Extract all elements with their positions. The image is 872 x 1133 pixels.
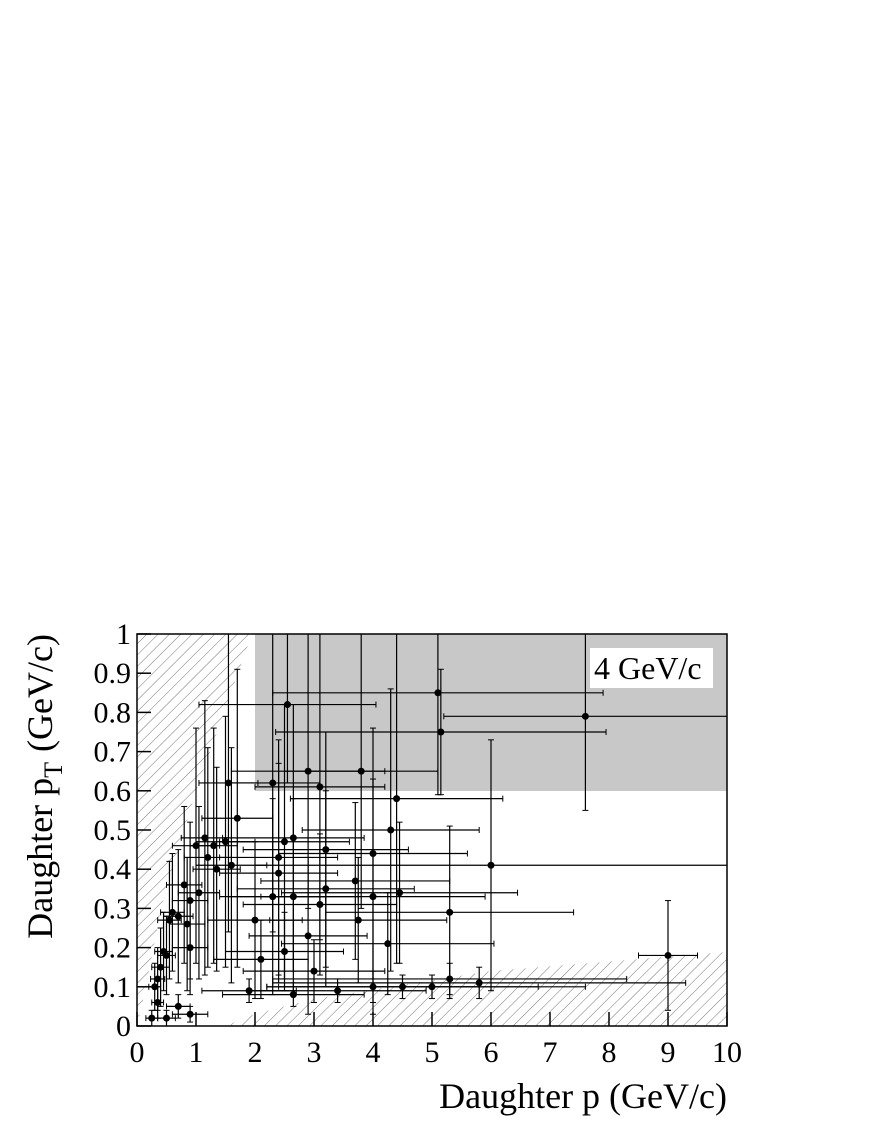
data-point [227,861,235,869]
data-point [157,963,165,971]
data-point [180,881,188,889]
data-point [310,967,318,975]
y-tick-label: 0.6 [94,775,132,808]
data-point [334,987,342,995]
annotation-box [590,648,713,688]
y-tick-label: 0.9 [94,657,132,690]
y-axis-title-main: Daughter p [20,778,60,939]
data-point [446,908,454,916]
x-tick-label: 7 [543,1036,558,1069]
data-point [257,955,265,963]
y-tick-label: 0.8 [94,696,132,729]
data-point [387,826,395,834]
data-point [289,893,297,901]
data-point [195,889,203,897]
data-point [664,951,672,959]
data-point [186,944,194,952]
data-point [168,908,176,916]
data-point [396,889,404,897]
data-point [222,838,229,846]
data-point [446,975,454,983]
data-point [354,916,362,924]
x-tick-label: 3 [307,1036,322,1069]
data-point [475,979,483,987]
data-point [204,853,212,861]
data-point [174,912,182,920]
excluded-region-left [137,634,252,1026]
data-point [148,1014,156,1022]
data-point [384,940,392,948]
x-tick-label: 8 [602,1036,617,1069]
data-point [434,689,442,697]
data-point [154,998,162,1006]
data-point [174,1002,182,1010]
y-tick-label: 0.3 [94,892,132,925]
y-axis-title-subscript: T [39,762,68,778]
data-point [437,728,445,736]
data-point [316,783,324,791]
x-tick-label: 5 [425,1036,440,1069]
data-point [165,916,173,924]
data-layer [145,634,727,1026]
data-point [163,1014,170,1022]
data-point [251,916,259,924]
y-axis-title: Daughter pT (GeV/c) [20,634,68,939]
x-tick-label: 1 [189,1036,204,1069]
excluded-region-bottom [225,952,727,1026]
data-point [281,948,288,956]
data-point [428,983,436,991]
data-point [183,920,191,928]
data-point [281,838,288,846]
data-point [393,795,401,803]
data-point [233,814,241,822]
data-point [581,712,589,720]
data-point [269,779,277,787]
data-point [322,846,330,854]
x-tick-label: 10 [712,1036,742,1069]
x-tick-label: 2 [248,1036,263,1069]
data-point [487,861,495,869]
y-tick-label: 0.2 [94,932,132,965]
y-tick-label: 1 [116,618,131,651]
y-axis-title-unit: (GeV/c) [20,634,60,752]
y-tick-label: 0.1 [94,971,132,1004]
y-tick-label: 0.7 [94,736,132,769]
x-tick-label: 0 [130,1036,145,1069]
data-point [213,865,221,873]
data-point [201,834,209,842]
data-point [316,900,324,908]
x-axis-title: Daughter p (GeV/c) [439,1076,727,1116]
data-point [357,767,365,775]
data-point [210,842,218,850]
y-tick-label: 0 [116,1010,131,1043]
x-tick-label: 6 [484,1036,499,1069]
data-point [275,869,283,877]
data-point [289,991,297,999]
x-tick-label: 9 [661,1036,676,1069]
data-point [351,877,359,885]
x-tick-label: 4 [366,1036,381,1069]
data-point [304,932,312,940]
y-tick-label: 0.4 [94,853,132,886]
annotation: 4 GeV/c [594,650,702,686]
data-point [154,975,162,983]
data-point [224,779,232,787]
y-tick-label: 0.5 [94,814,132,847]
data-point [160,948,168,956]
data-point [186,1010,194,1018]
data-point [369,893,377,901]
